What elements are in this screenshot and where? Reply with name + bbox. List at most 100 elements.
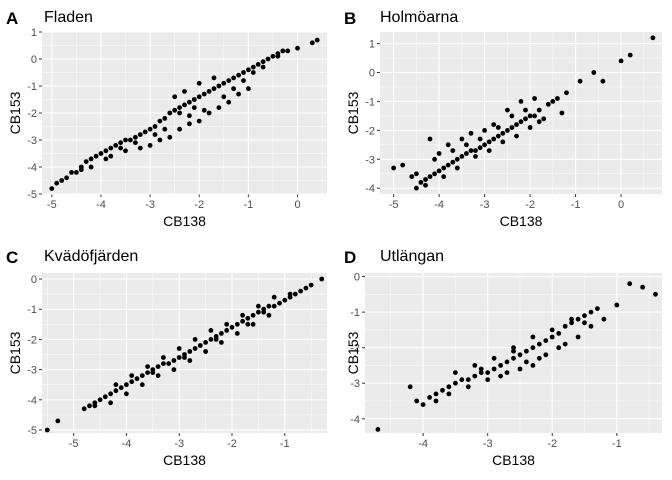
data-point bbox=[240, 318, 246, 324]
data-point bbox=[191, 105, 197, 110]
data-point bbox=[482, 127, 487, 133]
data-point bbox=[575, 334, 581, 340]
x-tick-label: -1 bbox=[280, 438, 290, 450]
data-point bbox=[509, 125, 515, 130]
data-point bbox=[500, 139, 506, 145]
y-tick-label: -3 bbox=[27, 365, 37, 377]
data-point bbox=[176, 346, 182, 351]
data-point bbox=[155, 364, 161, 369]
data-point bbox=[208, 337, 214, 342]
data-point bbox=[213, 337, 219, 342]
data-point bbox=[436, 168, 442, 174]
data-point bbox=[498, 363, 503, 368]
data-point bbox=[477, 136, 483, 142]
data-point bbox=[472, 363, 478, 368]
data-point bbox=[133, 140, 138, 146]
data-point bbox=[445, 162, 451, 168]
data-point bbox=[182, 89, 187, 94]
data-point bbox=[505, 107, 510, 113]
data-point bbox=[433, 398, 439, 404]
x-tick-label: 0 bbox=[294, 199, 300, 211]
data-point bbox=[137, 145, 143, 151]
data-point bbox=[450, 148, 456, 154]
data-point bbox=[108, 145, 114, 151]
data-point bbox=[167, 134, 173, 140]
data-point bbox=[266, 312, 272, 318]
x-axis-label: CB138 bbox=[500, 213, 543, 229]
data-point bbox=[485, 370, 491, 375]
y-tick-label: 0 bbox=[31, 274, 37, 286]
data-point bbox=[245, 315, 251, 321]
data-point bbox=[271, 303, 277, 309]
data-point bbox=[454, 165, 460, 171]
data-point bbox=[118, 385, 124, 391]
data-point bbox=[627, 281, 633, 287]
data-point bbox=[527, 125, 533, 130]
data-point bbox=[208, 328, 214, 333]
y-axis-label: CB153 bbox=[345, 91, 361, 134]
data-point bbox=[133, 134, 138, 140]
x-tick-label: -5 bbox=[69, 438, 79, 450]
data-point bbox=[309, 40, 315, 46]
data-point bbox=[555, 96, 560, 101]
data-point bbox=[224, 328, 230, 333]
data-point bbox=[618, 58, 624, 64]
data-point bbox=[569, 316, 574, 322]
data-point bbox=[69, 170, 74, 175]
data-point bbox=[88, 164, 94, 170]
y-axis-label: CB153 bbox=[7, 331, 23, 374]
data-point bbox=[92, 403, 98, 409]
y-tick-label: -2 bbox=[27, 108, 37, 120]
data-point bbox=[414, 185, 419, 191]
data-point bbox=[588, 323, 594, 329]
data-point bbox=[427, 395, 432, 400]
data-point bbox=[491, 136, 497, 142]
data-point bbox=[216, 83, 222, 89]
data-point bbox=[423, 177, 428, 182]
data-point bbox=[88, 156, 94, 162]
data-point bbox=[83, 159, 89, 165]
data-point bbox=[308, 282, 314, 288]
data-point bbox=[162, 126, 168, 132]
data-point bbox=[511, 348, 516, 354]
data-point bbox=[541, 116, 547, 122]
data-point bbox=[601, 316, 607, 322]
data-point bbox=[536, 355, 542, 361]
data-point bbox=[152, 132, 158, 138]
data-point bbox=[240, 312, 246, 318]
data-point bbox=[550, 99, 556, 104]
data-point bbox=[446, 391, 452, 397]
data-point bbox=[287, 291, 293, 297]
data-point bbox=[473, 154, 478, 159]
data-point bbox=[319, 276, 325, 282]
y-tick-label: 1 bbox=[369, 39, 375, 51]
data-point bbox=[414, 171, 419, 177]
panel-tag: C bbox=[6, 248, 18, 267]
y-tick-label: -4 bbox=[27, 395, 37, 407]
x-tick-label: -4 bbox=[434, 199, 444, 211]
data-point bbox=[511, 345, 516, 351]
data-point bbox=[219, 340, 224, 345]
data-point bbox=[465, 377, 471, 383]
data-point bbox=[250, 70, 256, 75]
data-point bbox=[255, 62, 261, 67]
data-point bbox=[229, 324, 235, 330]
data-point bbox=[464, 151, 469, 156]
x-tick-label: -5 bbox=[389, 199, 399, 211]
data-point bbox=[523, 107, 528, 113]
data-point bbox=[231, 86, 237, 92]
y-tick-label: -2 bbox=[350, 343, 360, 355]
data-point bbox=[167, 110, 173, 116]
data-point bbox=[420, 402, 426, 407]
data-point bbox=[234, 331, 240, 336]
data-point bbox=[201, 107, 207, 113]
data-point bbox=[250, 64, 256, 70]
data-point bbox=[192, 346, 198, 351]
panel-title: Utlängan bbox=[380, 248, 444, 265]
data-point bbox=[250, 312, 256, 318]
data-point bbox=[549, 327, 555, 333]
data-point bbox=[113, 382, 119, 388]
data-point bbox=[224, 321, 230, 327]
data-point bbox=[123, 137, 128, 143]
data-point bbox=[298, 288, 303, 294]
